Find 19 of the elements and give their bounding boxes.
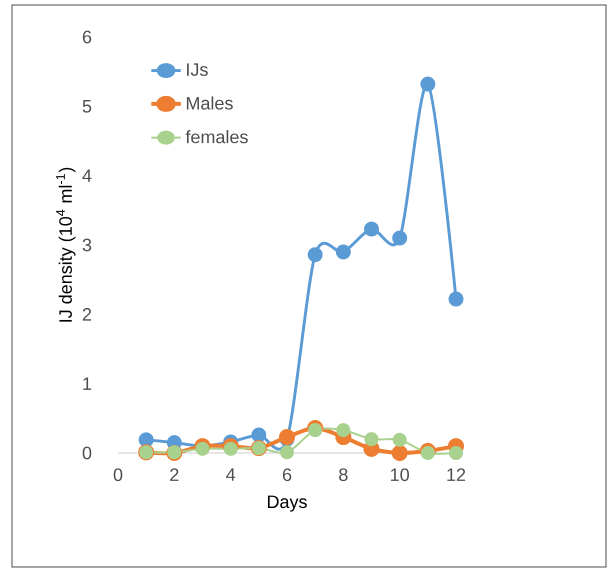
y-tick-label: 0 xyxy=(82,446,92,460)
y-tick-label: 1 xyxy=(83,377,92,390)
y-axis-title: IJ density (10$^{4}$ ml$^{-1}$) xyxy=(56,168,76,322)
x-axis-title: Days xyxy=(268,496,307,512)
y-tick-label: 4 xyxy=(82,169,92,182)
y-tick-label: 2 xyxy=(82,308,92,321)
y-tick-label: 6 xyxy=(82,30,92,44)
x-tick-label: 4 xyxy=(226,468,236,481)
legend-label: IJs xyxy=(187,63,208,76)
y-tick-label: 3 xyxy=(82,238,92,252)
x-tick-label: 0 xyxy=(114,468,122,482)
y-tick-label: 5 xyxy=(82,100,92,113)
x-tick-label: 10 xyxy=(391,468,409,482)
legend-label: Males xyxy=(186,96,233,110)
x-tick-label: 2 xyxy=(170,468,178,481)
x-tick-label: 8 xyxy=(339,468,348,482)
legend-label: females xyxy=(186,130,248,144)
x-tick-label: 6 xyxy=(282,468,292,482)
x-tick-label: 12 xyxy=(447,468,466,481)
